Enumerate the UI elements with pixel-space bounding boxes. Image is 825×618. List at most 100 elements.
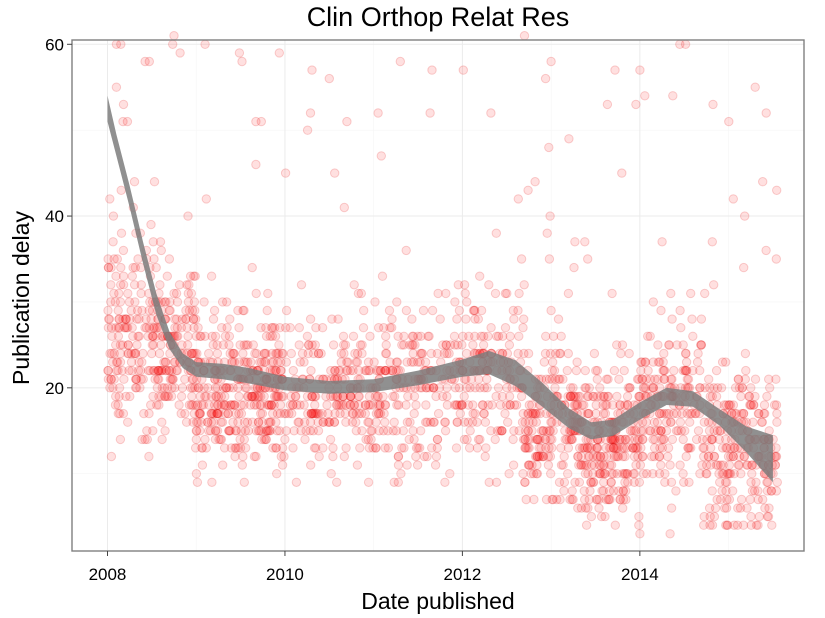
scatter-point — [581, 503, 591, 513]
scatter-point — [695, 383, 705, 393]
scatter-point — [341, 417, 351, 427]
scatter-point — [255, 357, 265, 367]
scatter-point — [306, 408, 317, 419]
scatter-point — [352, 357, 363, 367]
scatter-point — [523, 426, 533, 436]
scatter-point — [339, 348, 349, 359]
scatter-point — [523, 434, 533, 445]
scatter-point — [740, 374, 750, 384]
scatter-point — [192, 477, 203, 487]
scatter-point — [224, 331, 235, 341]
scatter-point — [339, 202, 349, 213]
scatter-point — [712, 426, 723, 436]
scatter-point — [604, 443, 615, 453]
scatter-point — [144, 408, 154, 419]
scatter-point — [126, 348, 136, 359]
scatter-point — [182, 323, 192, 333]
scatter-point — [482, 374, 492, 384]
scatter-point — [762, 511, 773, 522]
y-axis-label: Publication delay — [8, 211, 34, 385]
scatter-point — [300, 417, 310, 427]
scatter-point — [468, 400, 478, 410]
scatter-point — [111, 82, 122, 92]
scatter-point — [200, 331, 210, 341]
scatter-point — [523, 408, 534, 419]
scatter-point — [342, 365, 353, 376]
scatter-point — [570, 400, 581, 410]
scatter-point — [649, 451, 659, 462]
scatter-point — [355, 443, 365, 453]
scatter-point — [311, 391, 321, 402]
scatter-point — [193, 417, 203, 427]
scatter-point — [690, 408, 700, 419]
scatter-point — [450, 340, 460, 350]
scatter-point — [206, 391, 217, 402]
scatter-point — [275, 408, 285, 419]
scatter-point — [225, 426, 236, 436]
scatter-point — [487, 400, 497, 410]
scatter-point — [239, 305, 249, 316]
scatter-point — [240, 383, 251, 393]
scatter-point — [658, 365, 668, 376]
scatter-point — [540, 348, 551, 359]
scatter-point — [213, 408, 223, 419]
scatter-point — [393, 460, 404, 470]
scatter-point — [696, 340, 706, 350]
scatter-point — [103, 262, 114, 273]
scatter-point — [583, 469, 593, 479]
scatter-point — [687, 408, 697, 419]
scatter-point — [203, 417, 213, 427]
scatter-point — [325, 434, 336, 445]
scatter-point — [108, 211, 119, 221]
scatter-point — [702, 434, 712, 445]
scatter-point — [594, 460, 604, 470]
scatter-point — [615, 494, 625, 505]
scatter-point — [610, 434, 620, 445]
scatter-point — [308, 426, 318, 436]
scatter-point — [712, 494, 722, 505]
scatter-point — [762, 477, 772, 487]
scatter-point — [109, 254, 119, 264]
scatter-point — [133, 365, 144, 376]
scatter-point — [462, 434, 472, 445]
scatter-point — [560, 434, 570, 445]
scatter-point — [191, 434, 202, 445]
scatter-point — [454, 305, 465, 316]
scatter-point — [685, 408, 696, 419]
scatter-point — [107, 331, 117, 341]
scatter-point — [473, 314, 483, 324]
scatter-point — [528, 469, 539, 479]
scatter-point — [631, 99, 641, 110]
scatter-point — [719, 400, 729, 410]
scatter-point — [137, 357, 147, 367]
scatter-point — [553, 314, 564, 324]
scatter-point — [411, 451, 421, 462]
scatter-point — [233, 443, 243, 453]
scatter-point — [572, 357, 582, 367]
scatter-point — [518, 408, 528, 419]
scatter-point — [484, 477, 494, 487]
scatter-point — [103, 365, 113, 376]
scatter-point — [573, 451, 583, 462]
scatter-point — [641, 383, 651, 393]
scatter-point — [428, 417, 439, 427]
scatter-point — [280, 434, 290, 445]
scatter-point — [580, 443, 590, 453]
scatter-point — [125, 314, 135, 324]
scatter-point — [330, 365, 340, 376]
scatter-point — [162, 391, 173, 402]
scatter-point — [160, 297, 170, 307]
scatter-point — [478, 400, 488, 410]
scatter-point — [373, 108, 383, 118]
scatter-point — [228, 400, 238, 410]
scatter-point — [392, 400, 402, 410]
scatter-point — [594, 469, 604, 479]
scatter-point — [151, 262, 161, 273]
scatter-point — [623, 400, 633, 410]
scatter-point — [361, 365, 372, 376]
scatter-point — [547, 417, 557, 427]
scatter-point — [530, 408, 540, 419]
scatter-point — [402, 417, 413, 427]
scatter-point — [449, 331, 460, 341]
scatter-point — [152, 383, 163, 393]
